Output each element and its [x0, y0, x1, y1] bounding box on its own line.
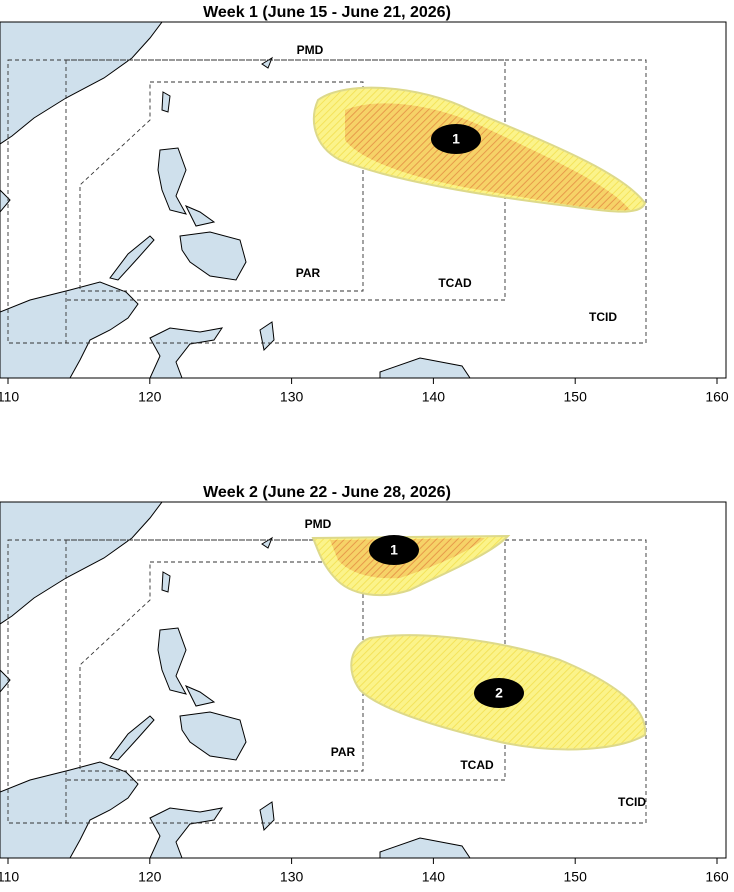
- area-number: 1: [390, 542, 398, 558]
- map-panel: Week 2 (June 22 - June 28, 2026) PMD PAR TC…: [0, 484, 729, 885]
- tick-label: 120: [138, 389, 162, 405]
- area-marker: [431, 124, 481, 154]
- region-label: TCAD: [438, 276, 472, 290]
- tick-label: 110: [0, 869, 19, 885]
- region-label: PAR: [296, 266, 321, 280]
- tick-label: 160: [705, 389, 729, 405]
- tick-label: 130: [280, 389, 304, 405]
- tick-label: 140: [422, 869, 446, 885]
- area-number: 1: [452, 131, 460, 147]
- region-label: TCAD: [460, 758, 494, 772]
- tick-label: 140: [422, 389, 446, 405]
- forecast-area-high: [345, 103, 630, 211]
- area-marker: [369, 535, 419, 565]
- tick-label: 150: [564, 869, 588, 885]
- panel-title: Week 1 (June 15 - June 21, 2026): [203, 4, 451, 21]
- area-marker: [474, 678, 524, 708]
- region-label: PMD: [297, 43, 324, 57]
- region-label: TCID: [618, 795, 646, 809]
- tick-label: 110: [0, 389, 19, 405]
- panel-title: Week 2 (June 22 - June 28, 2026): [203, 484, 451, 501]
- tick-label: 120: [138, 869, 162, 885]
- region-label: PMD: [305, 517, 332, 531]
- region-label: PAR: [331, 745, 356, 759]
- area-number: 2: [495, 685, 503, 701]
- region-label: TCID: [589, 310, 617, 324]
- map-panel: Week 1 (June 15 - June 21, 2026) PMD PAR TC…: [0, 4, 729, 405]
- tick-label: 150: [564, 389, 588, 405]
- tick-label: 160: [705, 869, 729, 885]
- tick-label: 130: [280, 869, 304, 885]
